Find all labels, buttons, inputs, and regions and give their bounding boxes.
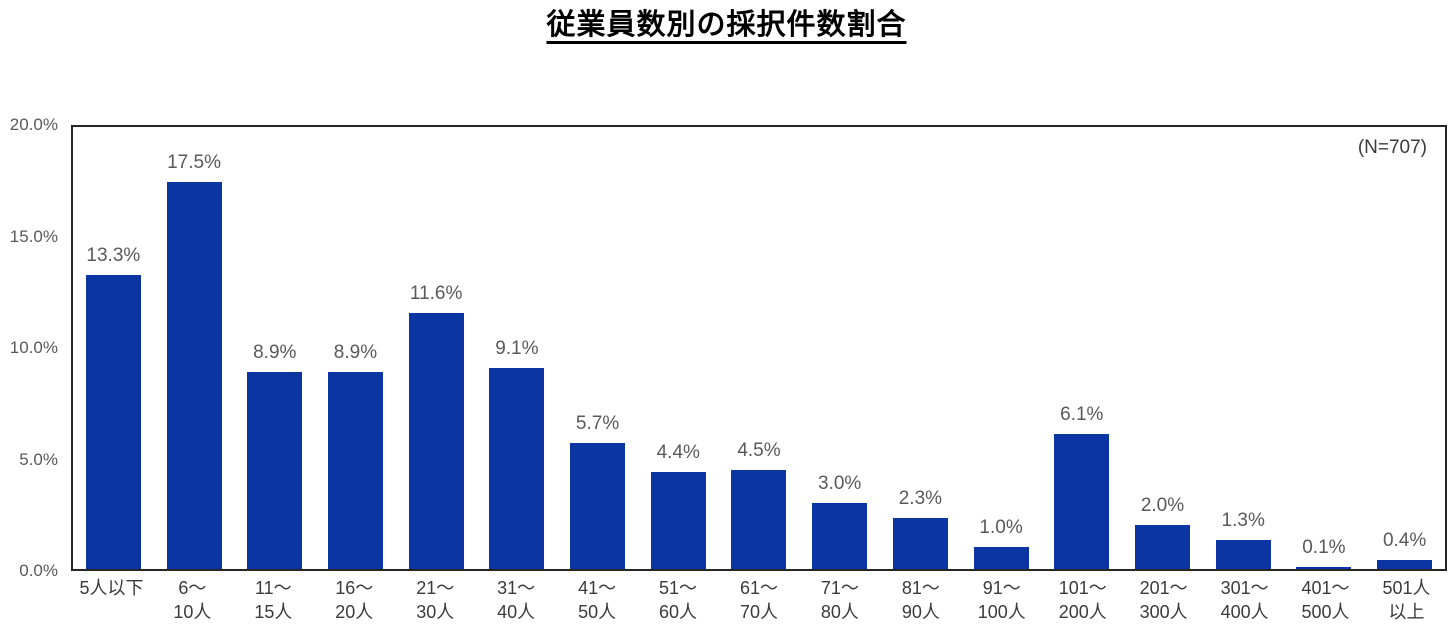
bar-value-label: 0.4% [1382,530,1427,552]
bar-value-label: 11.6% [409,282,463,304]
bar-column: 0.4% [1364,127,1445,569]
bar-value-label: 8.9% [253,342,297,364]
bar-column: 13.3% [73,127,154,569]
y-axis-tick-label: 5.0% [19,449,58,469]
bar [1377,560,1433,569]
y-axis-tick-label: 0.0% [19,561,58,580]
bar-value-label: 8.9% [333,342,378,364]
bars-container: 13.3% 17.5% 8.9% 8.9% 11.6% 9.1% 5.7% 4.4% 4.5% 3… [73,127,1445,569]
bar-value-label: 2.0% [1140,494,1185,516]
bar-value-label: 4.4% [656,441,700,463]
bar [1296,566,1352,569]
y-axis-tick-label: 20.0% [9,115,58,134]
x-axis-label: 21～ 30人 [416,578,455,622]
bar [327,372,383,569]
bar-value-label: 4.5% [737,439,781,461]
x-axis-label: 91～ 100人 [977,578,1026,622]
bar-column: 0.1% [1284,127,1365,569]
x-axis-label: 6～ 10人 [173,578,212,622]
bar-column: 3.0% [799,127,880,569]
bar [408,312,464,569]
bar-column: 17.5% [154,127,235,569]
x-axis-label: 61～ 70人 [739,578,778,622]
bar-value-label: 1.0% [979,516,1023,538]
bar-column: 1.0% [961,127,1042,569]
bar [489,367,545,569]
bar [812,502,868,569]
bar-value-label: 1.3% [1221,510,1265,532]
x-axis-label: 101～ 200人 [1058,578,1107,622]
bar-value-label: 13.3% [86,245,141,267]
bar [973,546,1029,569]
x-axis-label: 301～ 400人 [1220,578,1269,622]
x-axis-label: 201～ 300人 [1139,578,1188,622]
bar-column: 9.1% [477,127,558,569]
x-axis-label: 16～ 20人 [335,578,374,622]
bar-column: 2.0% [1122,127,1203,569]
bar-column: 4.5% [719,127,800,569]
bar-column: 11.6% [396,127,477,569]
y-axis: 0.0% 5.0% 10.0% 15.0% 20.0% [0,115,58,580]
x-axis-label: 51～ 60人 [659,578,698,622]
bar-value-label: 6.1% [1060,404,1104,426]
x-axis-label: 11～ 15人 [254,578,293,622]
bar [247,372,303,569]
bar [1215,540,1271,569]
bar-value-label: 17.5% [167,152,221,174]
bar [570,443,626,569]
bar [166,182,222,569]
bar [1054,434,1110,569]
bar-value-label: 2.3% [898,488,943,510]
bar-column: 1.3% [1203,127,1284,569]
x-axis-label: 401～ 500人 [1301,578,1350,622]
x-axis-label: 31～ 40人 [497,578,536,622]
bar-value-label: 0.1% [1302,536,1346,558]
x-axis-labels: 5人以下 6～ 10人 11～ 15人 16～ 20人 21～ 30人 31～ 40人 41～ 50人 5… [71,576,1447,624]
bar-column: 8.9% [315,127,396,569]
bar-column: 2.3% [880,127,961,569]
y-axis-tick-label: 10.0% [9,338,58,357]
x-axis-label: 5人以下 [79,578,144,598]
bar-column: 6.1% [1041,127,1122,569]
bar-value-label: 5.7% [575,413,620,435]
bar-value-label: 3.0% [818,472,862,494]
bar [731,469,787,569]
plot-area: (N=707) 13.3% 17.5% 8.9% 8.9% 11.6% 9.1% 5.7% 4… [71,125,1447,571]
sample-size-annotation: (N=707) [1357,137,1427,158]
bar [650,471,706,569]
bar [1134,524,1190,569]
bar-column: 8.9% [234,127,315,569]
bar [892,518,948,569]
x-axis-label: 71～ 80人 [820,578,859,622]
bar [85,275,141,569]
bar-column: 4.4% [638,127,719,569]
chart-title: 従業員数別の採択件数割合 [546,9,907,41]
bar-value-label: 9.1% [495,337,539,359]
bar-column: 5.7% [557,127,638,569]
x-axis-label: 41～ 50人 [578,578,617,622]
x-axis-label: 81～ 90人 [901,578,940,622]
y-axis-tick-label: 15.0% [9,226,58,246]
x-axis-label: 501人 以上 [1382,578,1431,622]
